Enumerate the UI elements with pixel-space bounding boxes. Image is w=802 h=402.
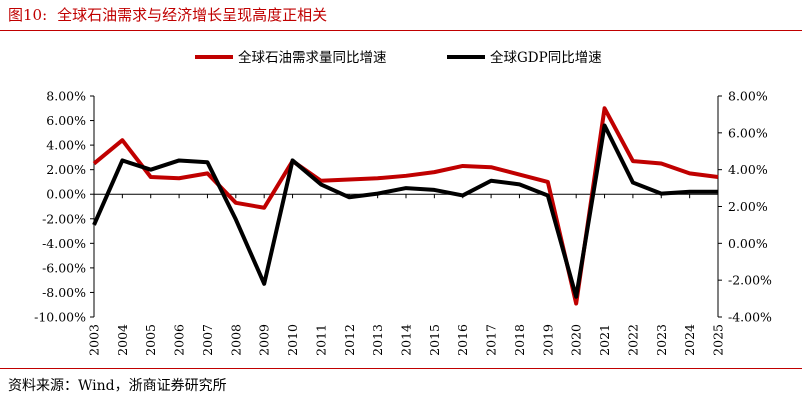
y-left-tick-label: -4.00% [42, 236, 86, 251]
x-tick-label: 2021 [597, 324, 612, 356]
y-left-tick-label: 8.00% [46, 89, 86, 104]
x-tick-label: 2025 [711, 324, 726, 356]
x-tick-label: 2022 [625, 324, 640, 356]
x-tick-label: 2017 [484, 324, 499, 356]
y-left-tick-label: 2.00% [46, 162, 86, 177]
x-tick-label: 2019 [540, 324, 555, 356]
y-right-tick-label: -2.00% [728, 273, 772, 288]
x-tick-label: 2004 [115, 324, 130, 356]
legend-label-oil-demand: 全球石油需求量同比增速 [238, 49, 387, 66]
figure-title-text: 全球石油需求与经济增长呈现高度正相关 [57, 6, 328, 24]
x-tick-label: 2005 [143, 324, 158, 356]
x-tick-label: 2015 [427, 324, 442, 356]
y-right-tick-label: 6.00% [728, 125, 768, 140]
source-note: 资料来源：Wind，浙商证券研究所 [8, 378, 227, 394]
x-tick-label: 2024 [682, 324, 697, 356]
series-line-gdp [92, 123, 718, 299]
x-tick-label: 2003 [87, 324, 102, 356]
x-tick-label: 2007 [200, 324, 215, 356]
x-tick-label: 2012 [342, 324, 357, 356]
y-left-tick-label: -6.00% [42, 260, 86, 275]
y-right-tick-label: 0.00% [728, 236, 768, 251]
figure-title: 图10: 全球石油需求与经济增长呈现高度正相关 [8, 4, 327, 25]
y-right-tick-label: 4.00% [728, 162, 768, 177]
y-right-tick-label: -4.00% [728, 310, 772, 325]
y-left-tick-label: 0.00% [46, 187, 86, 202]
y-left-tick-label: -2.00% [42, 211, 86, 226]
x-tick-label: 2020 [569, 324, 584, 356]
bottom-divider [0, 368, 802, 369]
series-line-oil-demand [92, 106, 719, 306]
x-tick-label: 2010 [285, 324, 300, 356]
x-tick-label: 2009 [257, 324, 272, 356]
x-tick-label: 2014 [399, 324, 414, 356]
y-left-tick-label: 4.00% [46, 138, 86, 153]
x-tick-label: 2008 [228, 324, 243, 356]
legend-label-gdp: 全球GDP同比增速 [490, 49, 602, 66]
y-right-tick-label: 2.00% [728, 199, 768, 214]
x-tick-label: 2018 [512, 324, 527, 356]
line-chart: 8.00% 6.00% 4.00% 2.00% 0.00% -2.00% -4.00% -6.… [34, 49, 772, 356]
x-tick-label: 2023 [654, 324, 669, 356]
x-tick-label: 2006 [172, 324, 187, 356]
figure-number: 图10: [8, 6, 48, 24]
y-right-tick-label: 8.00% [728, 89, 768, 104]
top-divider [0, 30, 802, 31]
x-tick-label: 2013 [370, 324, 385, 356]
y-left-tick-label: -10.00% [34, 310, 86, 325]
y-left-tick-label: 6.00% [46, 113, 86, 128]
x-tick-label: 2016 [455, 324, 470, 356]
x-tick-label: 2011 [313, 324, 328, 356]
y-left-tick-label: -8.00% [42, 285, 86, 300]
